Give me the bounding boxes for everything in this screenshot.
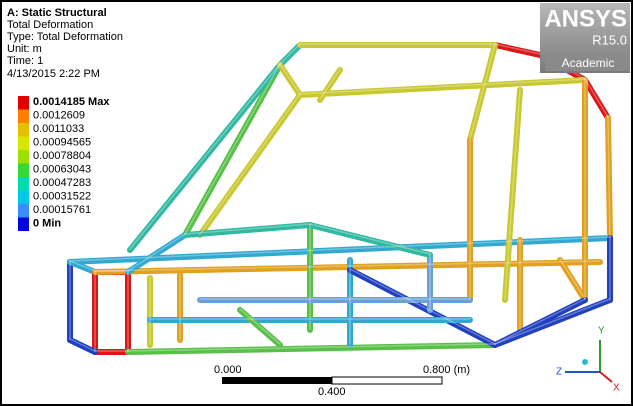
triad-y-label: Y bbox=[598, 326, 605, 337]
result-type: Type: Total Deformation bbox=[7, 31, 123, 43]
logo-edition: Academic bbox=[562, 56, 615, 70]
triad-x-label: X bbox=[613, 383, 620, 394]
triad-origin bbox=[582, 359, 588, 365]
logo-release: R15.0 bbox=[592, 32, 627, 47]
triad-z-label: Z bbox=[556, 367, 562, 378]
legend-swatch bbox=[18, 110, 29, 124]
legend-swatch bbox=[18, 191, 29, 205]
legend-label: 0.0011033 bbox=[33, 123, 84, 135]
legend-swatch bbox=[18, 177, 29, 191]
legend-label: 0.00063043 bbox=[33, 163, 91, 175]
legend-label: 0.00094565 bbox=[33, 136, 91, 148]
legend-label: 0.0014185 Max bbox=[33, 96, 110, 108]
time: Time: 1 bbox=[7, 55, 43, 67]
legend-swatch bbox=[18, 96, 29, 110]
logo-brand: ANSYS bbox=[544, 5, 627, 32]
scale-middle: 0.400 bbox=[318, 386, 346, 398]
legend-label: 0.00078804 bbox=[33, 150, 91, 162]
legend-swatch bbox=[18, 204, 29, 218]
page: A: Static Structural Total Deformation T… bbox=[0, 0, 633, 406]
legend-label: 0.00015761 bbox=[33, 204, 91, 216]
date: 4/13/2015 2:22 PM bbox=[7, 68, 100, 80]
legend-label: 0.00031522 bbox=[33, 190, 91, 202]
legend-swatch bbox=[18, 218, 29, 232]
analysis-title: A: Static Structural bbox=[7, 7, 107, 19]
scale-bar-dark bbox=[222, 377, 332, 384]
legend-swatch bbox=[18, 164, 29, 178]
scale-bar-light bbox=[332, 377, 442, 384]
viewport: A: Static Structural Total Deformation T… bbox=[0, 0, 633, 406]
result-name: Total Deformation bbox=[7, 19, 93, 31]
unit: Unit: m bbox=[7, 43, 42, 55]
legend-label: 0.0012609 bbox=[33, 109, 85, 121]
legend-label: 0 Min bbox=[33, 217, 61, 229]
legend-swatch bbox=[18, 137, 29, 151]
scale-start: 0.000 bbox=[214, 364, 242, 376]
scale-end: 0.800 (m) bbox=[423, 364, 470, 376]
legend-label: 0.00047283 bbox=[33, 177, 91, 189]
legend-swatch bbox=[18, 150, 29, 164]
legend-swatch bbox=[18, 123, 29, 137]
